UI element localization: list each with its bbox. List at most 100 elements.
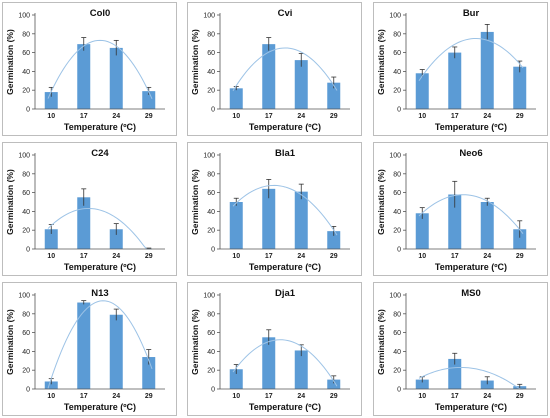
chart-svg: 0 20 40 60 80 100 10 17 24 29 Temperature (ºC) Germ… — [376, 8, 536, 132]
y-tick-label: 80 — [207, 171, 215, 178]
y-tick-label: 40 — [207, 349, 215, 356]
y-axis-label: Germination (%) — [376, 169, 386, 235]
chart-title: Neo6 — [459, 148, 482, 159]
x-tick-label: 29 — [516, 253, 524, 260]
trend-line — [418, 194, 524, 235]
bar-col0-29 — [142, 91, 156, 109]
y-tick-label: 20 — [22, 368, 30, 375]
bar-dja1-29 — [327, 379, 341, 389]
y-tick-label: 100 — [203, 153, 215, 160]
x-tick-label: 24 — [483, 253, 491, 260]
y-tick-label: 20 — [207, 228, 215, 235]
y-tick-label: 20 — [22, 228, 30, 235]
y-tick-label: 100 — [389, 153, 401, 160]
y-tick-label: 100 — [18, 13, 30, 20]
x-tick-label: 29 — [330, 253, 338, 260]
y-tick-label: 60 — [207, 330, 215, 337]
trend-line — [418, 366, 523, 390]
chart-panel-neo6: 0 20 40 60 80 100 10 17 24 29 Temperature (ºC) Germ… — [373, 142, 548, 276]
y-tick-label: 0 — [397, 247, 401, 254]
x-tick-label: 17 — [265, 393, 273, 400]
y-tick-label: 60 — [22, 190, 30, 197]
x-axis-label: Temperature (ºC) — [249, 122, 321, 132]
chart-panel-bur: 0 20 40 60 80 100 10 17 24 29 Temperature (ºC) Germ… — [373, 2, 548, 136]
x-axis-label: Temperature (ºC) — [64, 122, 136, 132]
y-tick-label: 0 — [26, 247, 30, 254]
trend-line — [47, 300, 153, 389]
x-tick-label: 29 — [330, 393, 338, 400]
x-tick-label: 10 — [418, 113, 426, 120]
y-tick-label: 80 — [207, 31, 215, 38]
bar-neo6-17 — [448, 194, 462, 249]
bar-dja1-10 — [229, 369, 243, 389]
x-tick-label: 10 — [232, 113, 240, 120]
bar-bur-24 — [480, 31, 494, 110]
trend-line — [232, 47, 338, 92]
y-tick-label: 0 — [26, 107, 30, 114]
y-tick-label: 80 — [22, 311, 30, 318]
x-tick-label: 10 — [47, 253, 55, 260]
x-axis-label: Temperature (ºC) — [249, 402, 321, 412]
y-axis-label: Germination (%) — [5, 29, 15, 95]
x-axis-label: Temperature (ºC) — [249, 262, 321, 272]
y-tick-label: 40 — [393, 209, 401, 216]
bar-bur-17 — [448, 52, 462, 109]
y-tick-label: 40 — [393, 69, 401, 76]
y-tick-label: 100 — [203, 293, 215, 300]
y-tick-label: 0 — [26, 387, 30, 394]
bar-bla1-17 — [262, 188, 276, 249]
y-axis-label: Germination (%) — [190, 29, 200, 95]
chart-panel-c24: 0 20 40 60 80 100 10 17 24 29 Temperature (ºC) Germ… — [2, 142, 177, 276]
x-tick-label: 17 — [80, 393, 88, 400]
chart-panel-ms0: 0 20 40 60 80 100 10 17 24 29 Temperature (ºC) Germ… — [373, 282, 548, 416]
x-tick-label: 10 — [47, 113, 55, 120]
x-tick-label: 17 — [265, 253, 273, 260]
x-tick-label: 24 — [112, 113, 120, 120]
x-tick-label: 29 — [516, 393, 524, 400]
y-tick-label: 0 — [211, 247, 215, 254]
x-tick-label: 24 — [297, 113, 305, 120]
y-tick-label: 40 — [22, 209, 30, 216]
x-tick-label: 29 — [145, 113, 153, 120]
bar-c24-17 — [77, 197, 91, 249]
bar-cvi-29 — [327, 82, 341, 109]
bar-col0-17 — [77, 44, 91, 109]
chart-title: Col0 — [90, 8, 111, 19]
chart-title: Bur — [463, 8, 480, 19]
bar-col0-24 — [109, 47, 123, 109]
y-tick-label: 80 — [393, 311, 401, 318]
y-tick-label: 60 — [22, 330, 30, 337]
bar-col0-10 — [44, 92, 58, 109]
chart-title: C24 — [91, 148, 109, 159]
y-tick-label: 20 — [22, 88, 30, 95]
x-tick-label: 17 — [80, 113, 88, 120]
y-axis-label: Germination (%) — [5, 309, 15, 375]
y-tick-label: 40 — [22, 69, 30, 76]
chart-panel-n13: 0 20 40 60 80 100 10 17 24 29 Temperature (ºC) Germ… — [2, 282, 177, 416]
chart-panel-bla1: 0 20 40 60 80 100 10 17 24 29 Temperature (ºC) Germ… — [187, 142, 362, 276]
bar-ms0-24 — [480, 380, 494, 389]
trend-line — [232, 184, 338, 236]
y-axis-label: Germination (%) — [376, 29, 386, 95]
x-tick-label: 24 — [297, 393, 305, 400]
bar-cvi-17 — [262, 44, 276, 109]
trend-line — [418, 37, 524, 82]
x-tick-label: 10 — [418, 393, 426, 400]
trend-line — [47, 39, 153, 100]
chart-panel-col0: 0 20 40 60 80 100 10 17 24 29 Temperature (ºC) Germ… — [2, 2, 177, 136]
x-axis-label: Temperature (ºC) — [64, 402, 136, 412]
x-tick-label: 10 — [232, 393, 240, 400]
y-tick-label: 80 — [207, 311, 215, 318]
y-tick-label: 80 — [22, 31, 30, 38]
y-tick-label: 60 — [393, 190, 401, 197]
bar-n13-29 — [142, 357, 156, 389]
x-tick-label: 29 — [516, 113, 524, 120]
x-tick-label: 24 — [112, 393, 120, 400]
y-axis-label: Germination (%) — [190, 169, 200, 235]
chart-svg: 0 20 40 60 80 100 10 17 24 29 Temperature (ºC) Germ… — [190, 8, 350, 132]
chart-panel-dja1: 0 20 40 60 80 100 10 17 24 29 Temperature (ºC) Germ… — [187, 282, 362, 416]
y-tick-label: 80 — [393, 31, 401, 38]
chart-title: Cvi — [278, 8, 293, 19]
y-tick-label: 20 — [393, 368, 401, 375]
